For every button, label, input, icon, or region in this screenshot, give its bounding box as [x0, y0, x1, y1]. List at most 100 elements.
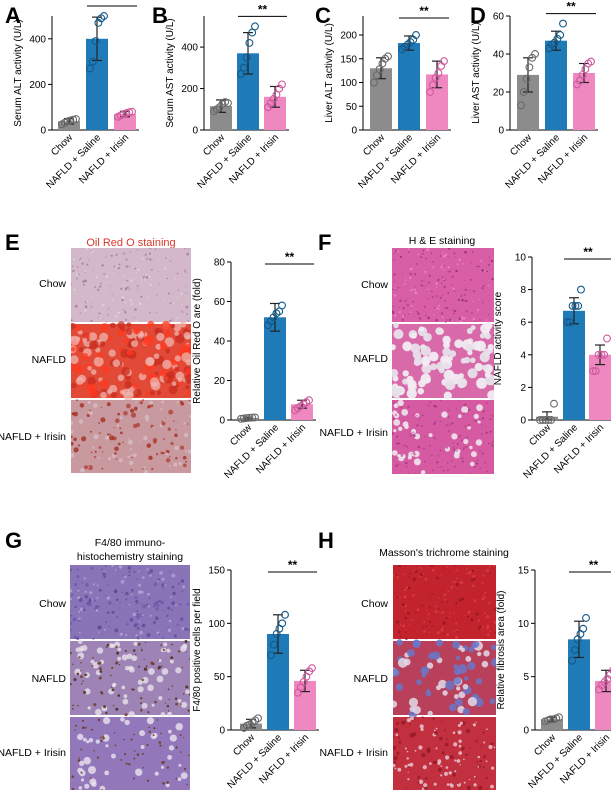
- data-point-e-2: [305, 396, 313, 405]
- data-point-a-1: [86, 64, 94, 73]
- data-point-b-1: [245, 38, 254, 47]
- data-point-f-0: [544, 416, 553, 424]
- data-point-d-0: [525, 63, 534, 72]
- data-point-e-0: [251, 413, 259, 422]
- data-point-f-1: [565, 318, 574, 327]
- y-tick-label-c: 50: [346, 102, 358, 113]
- bar-b-1: [237, 53, 259, 130]
- y-tick-label-g: 150: [208, 566, 225, 577]
- y-tick-label-h: 15: [518, 566, 530, 577]
- category-label-g-2: NAFLD + Irisin: [257, 732, 311, 786]
- y-tick-label-h: 5: [523, 672, 529, 683]
- category-label-c-0: Chow: [361, 132, 387, 158]
- y-tick-label-e: 80: [214, 258, 226, 269]
- category-label-a-0: Chow: [49, 132, 75, 158]
- data-point-c-2: [426, 88, 434, 96]
- data-point-h-1: [579, 624, 588, 633]
- y-tick-label-f: 0: [520, 416, 526, 427]
- y-tick-label-g: 100: [208, 619, 225, 630]
- data-point-e-1: [269, 313, 278, 322]
- category-label-d-2: NAFLD + Irisin: [536, 132, 590, 186]
- data-point-c-1: [412, 31, 420, 39]
- data-point-g-1: [267, 651, 275, 660]
- bar-a-0: [58, 121, 80, 130]
- data-point-h-1: [570, 646, 579, 654]
- data-point-g-0: [254, 714, 262, 723]
- data-point-g-1: [269, 640, 278, 649]
- panel-letter-b: B: [152, 3, 168, 28]
- significance-label-g: **: [288, 558, 298, 572]
- data-point-g-2: [308, 664, 316, 673]
- significance-label-a: **: [107, 0, 117, 6]
- data-point-f-1: [571, 301, 580, 310]
- data-point-f-2: [594, 350, 603, 359]
- y-axis-label-d: Liver AST activity (U/L): [471, 22, 482, 124]
- y-axis-label-f: NAFLD activity score: [493, 291, 504, 385]
- category-label-a-2: NAFLD + Irisin: [77, 132, 131, 186]
- bar-f-1: [563, 310, 585, 420]
- bar-h-0: [541, 719, 563, 730]
- data-point-h-1: [568, 656, 576, 665]
- y-tick-label-f: 6: [520, 318, 526, 329]
- y-tick-label-d: 0: [498, 126, 504, 137]
- panel-letter-e: E: [5, 230, 20, 255]
- y-tick-label-b: 200: [181, 84, 198, 95]
- data-point-f-1: [577, 285, 585, 294]
- data-point-e-0: [239, 414, 248, 423]
- data-point-e-1: [278, 301, 286, 310]
- data-point-b-1: [248, 28, 257, 37]
- bar-c-0: [370, 68, 392, 130]
- data-point-b-2: [272, 90, 281, 99]
- data-point-d-0: [519, 88, 528, 96]
- data-point-f-2: [591, 367, 600, 376]
- y-tick-label-e: 60: [214, 297, 226, 308]
- data-point-f-0: [538, 416, 547, 424]
- y-tick-label-e: 20: [214, 376, 226, 387]
- data-point-b-1: [251, 22, 259, 31]
- data-point-f-1: [563, 318, 571, 327]
- data-point-h-0: [555, 713, 563, 722]
- data-point-e-0: [237, 414, 245, 423]
- y-tick-label-f: 8: [520, 285, 526, 296]
- y-tick-label-g: 0: [219, 726, 225, 737]
- data-point-b-1: [237, 70, 245, 78]
- data-point-a-2: [125, 108, 134, 117]
- category-label-e-2: NAFLD + Irisin: [254, 422, 308, 476]
- y-tick-label-h: 0: [523, 726, 529, 737]
- data-point-c-0: [384, 52, 392, 61]
- y-tick-label-c: 150: [340, 54, 357, 65]
- significance-label-f: **: [583, 245, 593, 259]
- y-tick-label-d: 40: [493, 50, 505, 61]
- significance-label-c: **: [419, 4, 429, 18]
- panel-letter-f: F: [318, 230, 332, 255]
- data-point-e-0: [245, 413, 254, 422]
- y-tick-label-e: 40: [214, 337, 226, 348]
- y-tick-label-c: 200: [340, 31, 357, 42]
- data-point-b-1: [242, 53, 251, 62]
- y-tick-label-f: 2: [520, 383, 526, 394]
- y-tick-label-g: 50: [214, 672, 226, 683]
- data-point-a-1: [100, 12, 108, 20]
- data-point-f-0: [536, 416, 544, 424]
- y-axis-label-c: Liver ALT activity (U/L): [324, 23, 335, 123]
- data-point-a-0: [72, 115, 80, 124]
- bar-f-2: [589, 354, 611, 420]
- y-tick-label-d: 60: [493, 12, 505, 23]
- chart-a: 0 200 400 Serum ALT activity (U/L) ChowNAFLD…: [13, 0, 139, 191]
- y-axis-label-g: F4/80 positive cells per field: [192, 588, 203, 711]
- y-tick-label-a: 0: [40, 126, 46, 137]
- data-point-f-1: [568, 301, 577, 310]
- data-point-f-0: [550, 399, 558, 408]
- panel-letter-g: G: [5, 528, 23, 553]
- data-point-d-2: [587, 57, 595, 66]
- y-tick-label-c: 0: [351, 126, 357, 137]
- y-tick-label-a: 200: [29, 80, 46, 91]
- bar-b-2: [264, 96, 286, 130]
- panel-letter-d: D: [470, 3, 486, 28]
- y-axis-label-h: Relative fibrosis area (fold): [496, 591, 507, 710]
- category-label-b-2: NAFLD + Irisin: [227, 132, 281, 186]
